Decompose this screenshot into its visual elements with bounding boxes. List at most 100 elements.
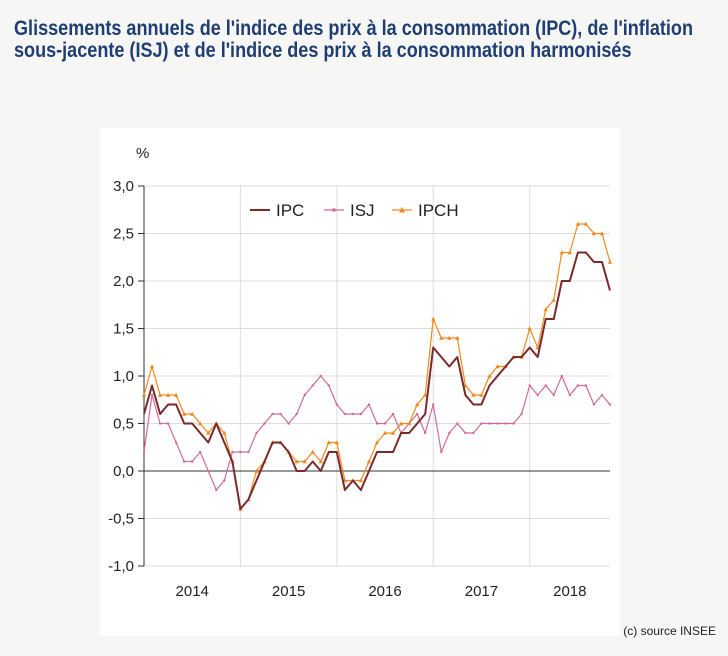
isj-point [327, 384, 330, 387]
isj-point [608, 403, 612, 406]
ipch-point [374, 440, 380, 445]
ipch-point [431, 316, 436, 321]
ipch-point [254, 468, 259, 473]
ipch-point [607, 259, 613, 264]
isj-point [271, 412, 274, 416]
isj-point [560, 374, 563, 378]
isj-point [464, 431, 467, 435]
isj-point [223, 479, 226, 482]
ipch-point [390, 430, 396, 435]
ipch-point [567, 250, 573, 255]
isj-point [359, 412, 363, 416]
isj-point [552, 393, 555, 397]
ipch-point [181, 411, 187, 416]
ipch-point [141, 392, 147, 397]
ipch-point [190, 411, 195, 416]
x-tick-label: 2014 [176, 583, 209, 600]
y-tick-label: 0,5 [113, 416, 134, 433]
y-tick-label: -1,0 [108, 558, 134, 575]
legend-marker-ipch [399, 207, 405, 213]
isj-point [287, 422, 290, 425]
isj-point [158, 422, 162, 425]
isj-point [592, 403, 596, 406]
isj-point [456, 422, 459, 425]
isj-point [231, 450, 234, 454]
ipch-point [439, 335, 444, 340]
legend-label-ipc: IPC [276, 201, 304, 220]
series-line-ipc [143, 251, 611, 510]
isj-point [207, 469, 210, 473]
y-tick-label: 1,5 [113, 321, 134, 338]
isj-point [215, 488, 218, 492]
isj-point [512, 422, 515, 425]
isj-point [239, 450, 242, 454]
isj-point [150, 393, 154, 397]
ipch-point [591, 231, 597, 236]
isj-point [351, 412, 355, 416]
ipch-point [157, 392, 163, 397]
ipch-point [198, 421, 203, 426]
ipch-point [455, 335, 460, 340]
ipch-point [382, 430, 388, 435]
isj-point [255, 431, 258, 435]
isj-point [504, 422, 507, 425]
ipch-point [487, 373, 492, 378]
ipch-point [398, 421, 404, 426]
legend-label-ipch: IPCH [418, 201, 459, 220]
series-line-ipch [143, 223, 611, 510]
ipch-point [165, 392, 171, 397]
legend-label-isj: ISJ [350, 201, 375, 220]
ipch-point [149, 364, 155, 369]
ipch-point [599, 231, 605, 236]
ipch-point [559, 250, 564, 255]
isj-point [279, 412, 282, 416]
x-tick-label: 2015 [272, 583, 305, 600]
ipch-point [471, 392, 476, 397]
isj-point [335, 403, 339, 406]
isj-point [415, 412, 419, 416]
isj-point [263, 422, 266, 425]
isj-point [303, 393, 306, 397]
y-tick-label: 1,0 [113, 368, 134, 385]
line-chart: 3,0 2,5 2,0 1,5 1,0 0,5 0,0 -0,5 -1,0 2014 2015 201… [108, 145, 613, 600]
isj-point [496, 422, 499, 425]
isj-point [174, 441, 178, 444]
y-tick-label: 2,0 [113, 273, 134, 290]
ipch-point [583, 221, 589, 226]
ipch-point [310, 449, 315, 454]
ipch-point [406, 421, 412, 426]
x-tick-label: 2018 [553, 583, 586, 600]
source-note: (c) source INSEE [623, 624, 716, 638]
isj-point [295, 412, 298, 416]
isj-point [576, 384, 580, 387]
isj-point [182, 460, 186, 463]
isj-point [383, 422, 387, 425]
ipch-point [318, 459, 323, 464]
x-tick-label: 2016 [368, 583, 401, 600]
ipch-point [423, 392, 428, 397]
ipch-point [173, 392, 179, 397]
isj-point [191, 460, 194, 463]
ipch-point [414, 402, 420, 407]
ipch-point [206, 430, 211, 435]
isj-point [319, 374, 322, 378]
isj-point [440, 450, 443, 454]
isj-point [448, 431, 451, 435]
y-axis-unit: % [136, 145, 149, 162]
legend-marker-isj [332, 208, 336, 212]
ipch-point [527, 326, 532, 331]
isj-point [584, 384, 588, 387]
ipch-point [302, 459, 307, 464]
isj-point [480, 422, 483, 425]
isj-point [600, 393, 604, 397]
isj-point [544, 384, 547, 387]
isj-point [343, 412, 347, 416]
y-tick-label: 3,0 [113, 178, 134, 195]
ipch-point [358, 478, 364, 483]
ipch-point [294, 459, 299, 464]
ipch-point [495, 364, 500, 369]
isj-point [391, 412, 395, 416]
chart-title: Glissements annuels de l'indice des prix… [14, 17, 693, 62]
isj-point [520, 412, 523, 416]
ipch-point [326, 440, 331, 445]
